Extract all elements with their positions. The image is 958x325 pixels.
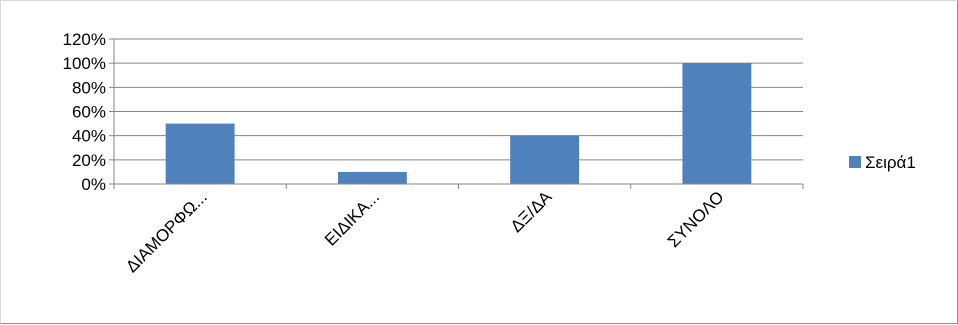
x-category-label: ΕΙΔΙΚΑ...	[321, 187, 383, 249]
y-tick-label: 100%	[63, 54, 106, 73]
x-axis: ΔΙΑΜΟΡΦΩ... ΕΙΔΙΚΑ... ΔΞ/ΔΑ ΣΥΝΟΛΟ	[113, 183, 804, 276]
x-category-label: ΣΥΝΟΛΟ	[664, 187, 728, 251]
legend-swatch	[849, 156, 861, 168]
y-tick-label: 20%	[72, 151, 106, 170]
x-category-label: ΔΙΑΜΟΡΦΩ...	[122, 187, 211, 276]
bar	[510, 135, 580, 184]
y-tick-label: 80%	[72, 78, 106, 97]
legend-label-series1: Σειρά1	[865, 153, 916, 172]
y-tick-label: 60%	[72, 103, 106, 122]
bar	[337, 171, 407, 184]
legend: Σειρά1	[849, 153, 916, 172]
x-category-label: ΔΞ/ΔΑ	[507, 187, 556, 236]
y-tick-label: 0%	[81, 175, 106, 194]
y-tick-label: 120%	[63, 30, 106, 49]
y-tick-label: 40%	[72, 127, 106, 146]
bar	[165, 123, 235, 184]
bars	[165, 63, 752, 184]
bar	[682, 63, 752, 184]
y-axis: 0% 20% 40% 60% 80% 100% 120%	[63, 30, 115, 194]
